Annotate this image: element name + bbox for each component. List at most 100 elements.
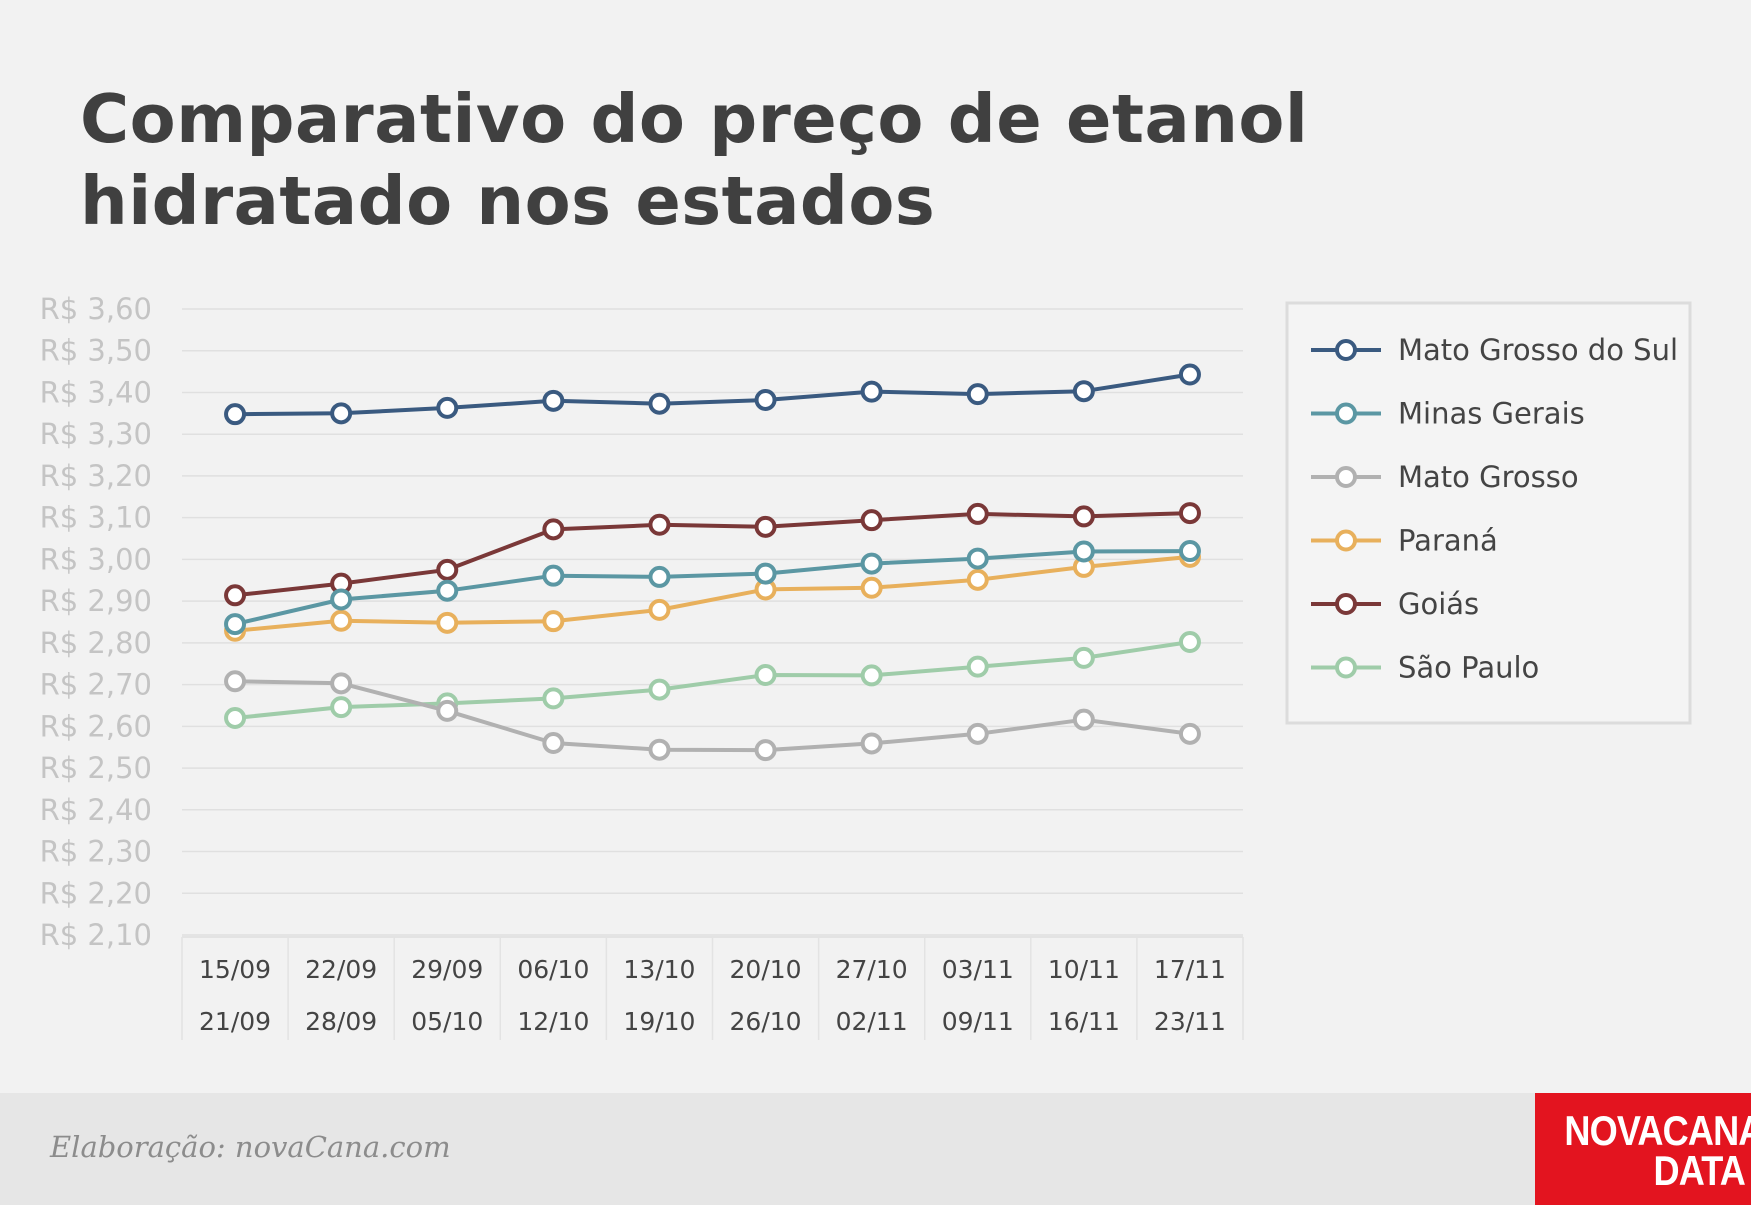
x-tick-label-end: 09/11 — [942, 1007, 1014, 1036]
y-tick-label: R$ 2,90 — [40, 584, 152, 618]
series-line — [235, 372, 1191, 417]
line-chart: R$ 3,60 R$ 3,50 R$ 3,40 R$ 3,30 R$ 3,20 R$ 3,… — [40, 292, 1692, 1040]
series-mato-grosso-do-sul — [224, 363, 1201, 426]
x-tick-label-start: 20/10 — [730, 955, 802, 984]
data-point — [1072, 505, 1095, 528]
data-point — [330, 588, 353, 611]
legend-swatch-marker — [1335, 402, 1357, 425]
x-tick-label-start: 27/10 — [836, 955, 908, 984]
data-point — [436, 579, 459, 602]
legend-label: Goiás — [1398, 587, 1479, 621]
legend-label: Mato Grosso — [1398, 460, 1579, 494]
x-tick-label-start: 29/09 — [411, 955, 483, 984]
series-paran- — [224, 545, 1201, 642]
data-point — [648, 513, 671, 536]
data-series — [224, 363, 1201, 762]
x-axis: 15/09 21/09 22/09 28/09 29/09 05/10 06/10 12/10… — [181, 936, 1244, 1040]
data-point — [754, 515, 777, 538]
data-point — [1072, 380, 1095, 403]
series-line — [234, 640, 1191, 720]
data-point — [648, 598, 671, 621]
credit-text: Elaboração: novaCana.com — [50, 1130, 451, 1164]
x-tick-label-end: 16/11 — [1048, 1007, 1120, 1036]
data-point — [1178, 502, 1201, 525]
data-point — [648, 565, 671, 588]
y-tick-label: R$ 2,50 — [40, 751, 152, 785]
y-tick-label: R$ 2,40 — [40, 793, 152, 827]
data-point — [966, 502, 989, 525]
legend-label: Paraná — [1398, 524, 1498, 558]
data-point — [436, 558, 459, 581]
logo-line2: DATA — [1653, 1147, 1745, 1194]
y-tick-label: R$ 3,00 — [40, 542, 152, 576]
legend-label: Mato Grosso do Sul — [1398, 333, 1678, 367]
x-tick-label-end: 19/10 — [623, 1007, 695, 1036]
data-point — [330, 402, 353, 425]
y-tick-label: R$ 2,10 — [40, 918, 152, 952]
legend-label: Minas Gerais — [1398, 397, 1585, 431]
series-line — [234, 554, 1191, 633]
x-tick-label-end: 26/10 — [730, 1007, 802, 1036]
x-tick-label-end: 21/09 — [199, 1007, 271, 1036]
data-point — [542, 389, 565, 412]
legend-swatch-marker — [1335, 529, 1357, 552]
data-point — [648, 678, 671, 701]
data-point — [1178, 540, 1201, 563]
data-point — [436, 611, 459, 634]
x-tick-label-end: 12/10 — [517, 1007, 589, 1036]
data-point — [754, 739, 777, 762]
data-point — [224, 613, 247, 636]
y-tick-label: R$ 2,60 — [40, 709, 152, 743]
x-tick-label-start: 13/10 — [623, 955, 695, 984]
data-point — [542, 687, 565, 710]
data-point — [648, 738, 671, 761]
data-point — [860, 664, 883, 687]
x-tick-label-end: 02/11 — [836, 1007, 908, 1036]
y-tick-label: R$ 3,60 — [40, 292, 152, 326]
data-point — [436, 699, 459, 722]
data-point — [1178, 363, 1201, 386]
legend-item: Minas Gerais — [1311, 397, 1585, 431]
footer-bar — [0, 1093, 1751, 1205]
data-point — [542, 610, 565, 633]
series-line — [234, 549, 1190, 627]
y-tick-label: R$ 2,70 — [40, 668, 152, 702]
x-tick-label-end: 05/10 — [411, 1007, 483, 1036]
legend-swatch-marker — [1335, 656, 1357, 679]
data-point — [224, 670, 247, 693]
y-tick-label: R$ 2,30 — [40, 835, 152, 869]
y-tick-label: R$ 3,20 — [40, 459, 152, 493]
series-minas-gerais — [224, 540, 1201, 636]
legend-item: Paraná — [1311, 524, 1498, 558]
y-tick-label: R$ 3,30 — [40, 417, 152, 451]
data-point — [966, 722, 989, 745]
legend-box — [1285, 301, 1692, 725]
data-point — [224, 584, 247, 607]
legend-swatch-marker — [1335, 466, 1357, 488]
y-tick-label: R$ 3,50 — [40, 334, 152, 368]
data-point — [1178, 631, 1201, 654]
series-s-o-paulo — [224, 631, 1201, 729]
data-point — [754, 388, 777, 411]
x-tick-label-end: 28/09 — [305, 1007, 377, 1036]
data-point — [754, 562, 777, 585]
data-point — [224, 403, 247, 426]
data-point — [966, 655, 989, 678]
chart-title: Comparativo do preço de etanol hidratado… — [80, 80, 1309, 240]
data-point — [542, 518, 565, 541]
data-point — [754, 664, 777, 687]
legend-item: São Paulo — [1311, 651, 1539, 685]
series-mato-grosso — [224, 670, 1201, 762]
legend-label: São Paulo — [1398, 651, 1539, 685]
legend-swatch-marker — [1335, 593, 1357, 615]
data-point — [330, 696, 353, 719]
data-point — [860, 576, 883, 599]
x-tick-label-start: 17/11 — [1154, 955, 1226, 984]
x-tick-label-start: 06/10 — [517, 955, 589, 984]
y-tick-label: R$ 3,10 — [40, 501, 152, 535]
data-point — [436, 396, 459, 419]
data-point — [966, 547, 989, 570]
novacana-logo: NOVACANA DATA — [1535, 1093, 1751, 1205]
data-point — [966, 568, 989, 591]
y-tick-label: R$ 2,80 — [40, 626, 152, 660]
